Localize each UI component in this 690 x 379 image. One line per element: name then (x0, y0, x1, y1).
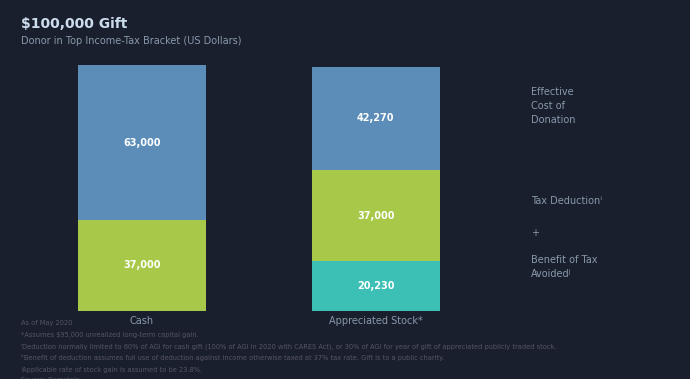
Bar (312, 261, 440, 311)
Text: $100,000 Gift: $100,000 Gift (21, 17, 127, 31)
Text: 20,230: 20,230 (357, 281, 395, 291)
Text: As of May 2020: As of May 2020 (21, 320, 72, 326)
Text: ᵇBenefit of deduction assumes full use of deduction against income otherwise tax: ᵇBenefit of deduction assumes full use o… (21, 354, 444, 361)
Text: +: + (531, 228, 540, 238)
Bar (312, 67, 440, 170)
Text: Effective
Cost of
Donation: Effective Cost of Donation (531, 87, 575, 125)
Text: 42,270: 42,270 (357, 113, 395, 124)
Text: 37,000: 37,000 (357, 211, 395, 221)
Text: 37,000: 37,000 (123, 260, 161, 270)
Text: Benefit of Tax
Avoidedʲ: Benefit of Tax Avoidedʲ (531, 255, 598, 279)
Text: Source: Bernstein: Source: Bernstein (21, 377, 80, 379)
Text: ⁱDeduction normally limited to 60% of AGI for cash gift (100% of AGI in 2020 wit: ⁱDeduction normally limited to 60% of AG… (21, 343, 556, 351)
Text: 63,000: 63,000 (123, 138, 161, 148)
Bar (78, 65, 206, 220)
Bar (78, 220, 206, 311)
Bar (312, 170, 440, 261)
Text: Donor in Top Income-Tax Bracket (US Dollars): Donor in Top Income-Tax Bracket (US Doll… (21, 36, 241, 46)
Text: *Assumes $95,000 unrealized long-term capital gain.: *Assumes $95,000 unrealized long-term ca… (21, 332, 199, 338)
Text: ʲApplicable rate of stock gain is assumed to be 23.8%.: ʲApplicable rate of stock gain is assume… (21, 366, 201, 373)
Text: Tax Deductionⁱ: Tax Deductionⁱ (531, 196, 602, 206)
